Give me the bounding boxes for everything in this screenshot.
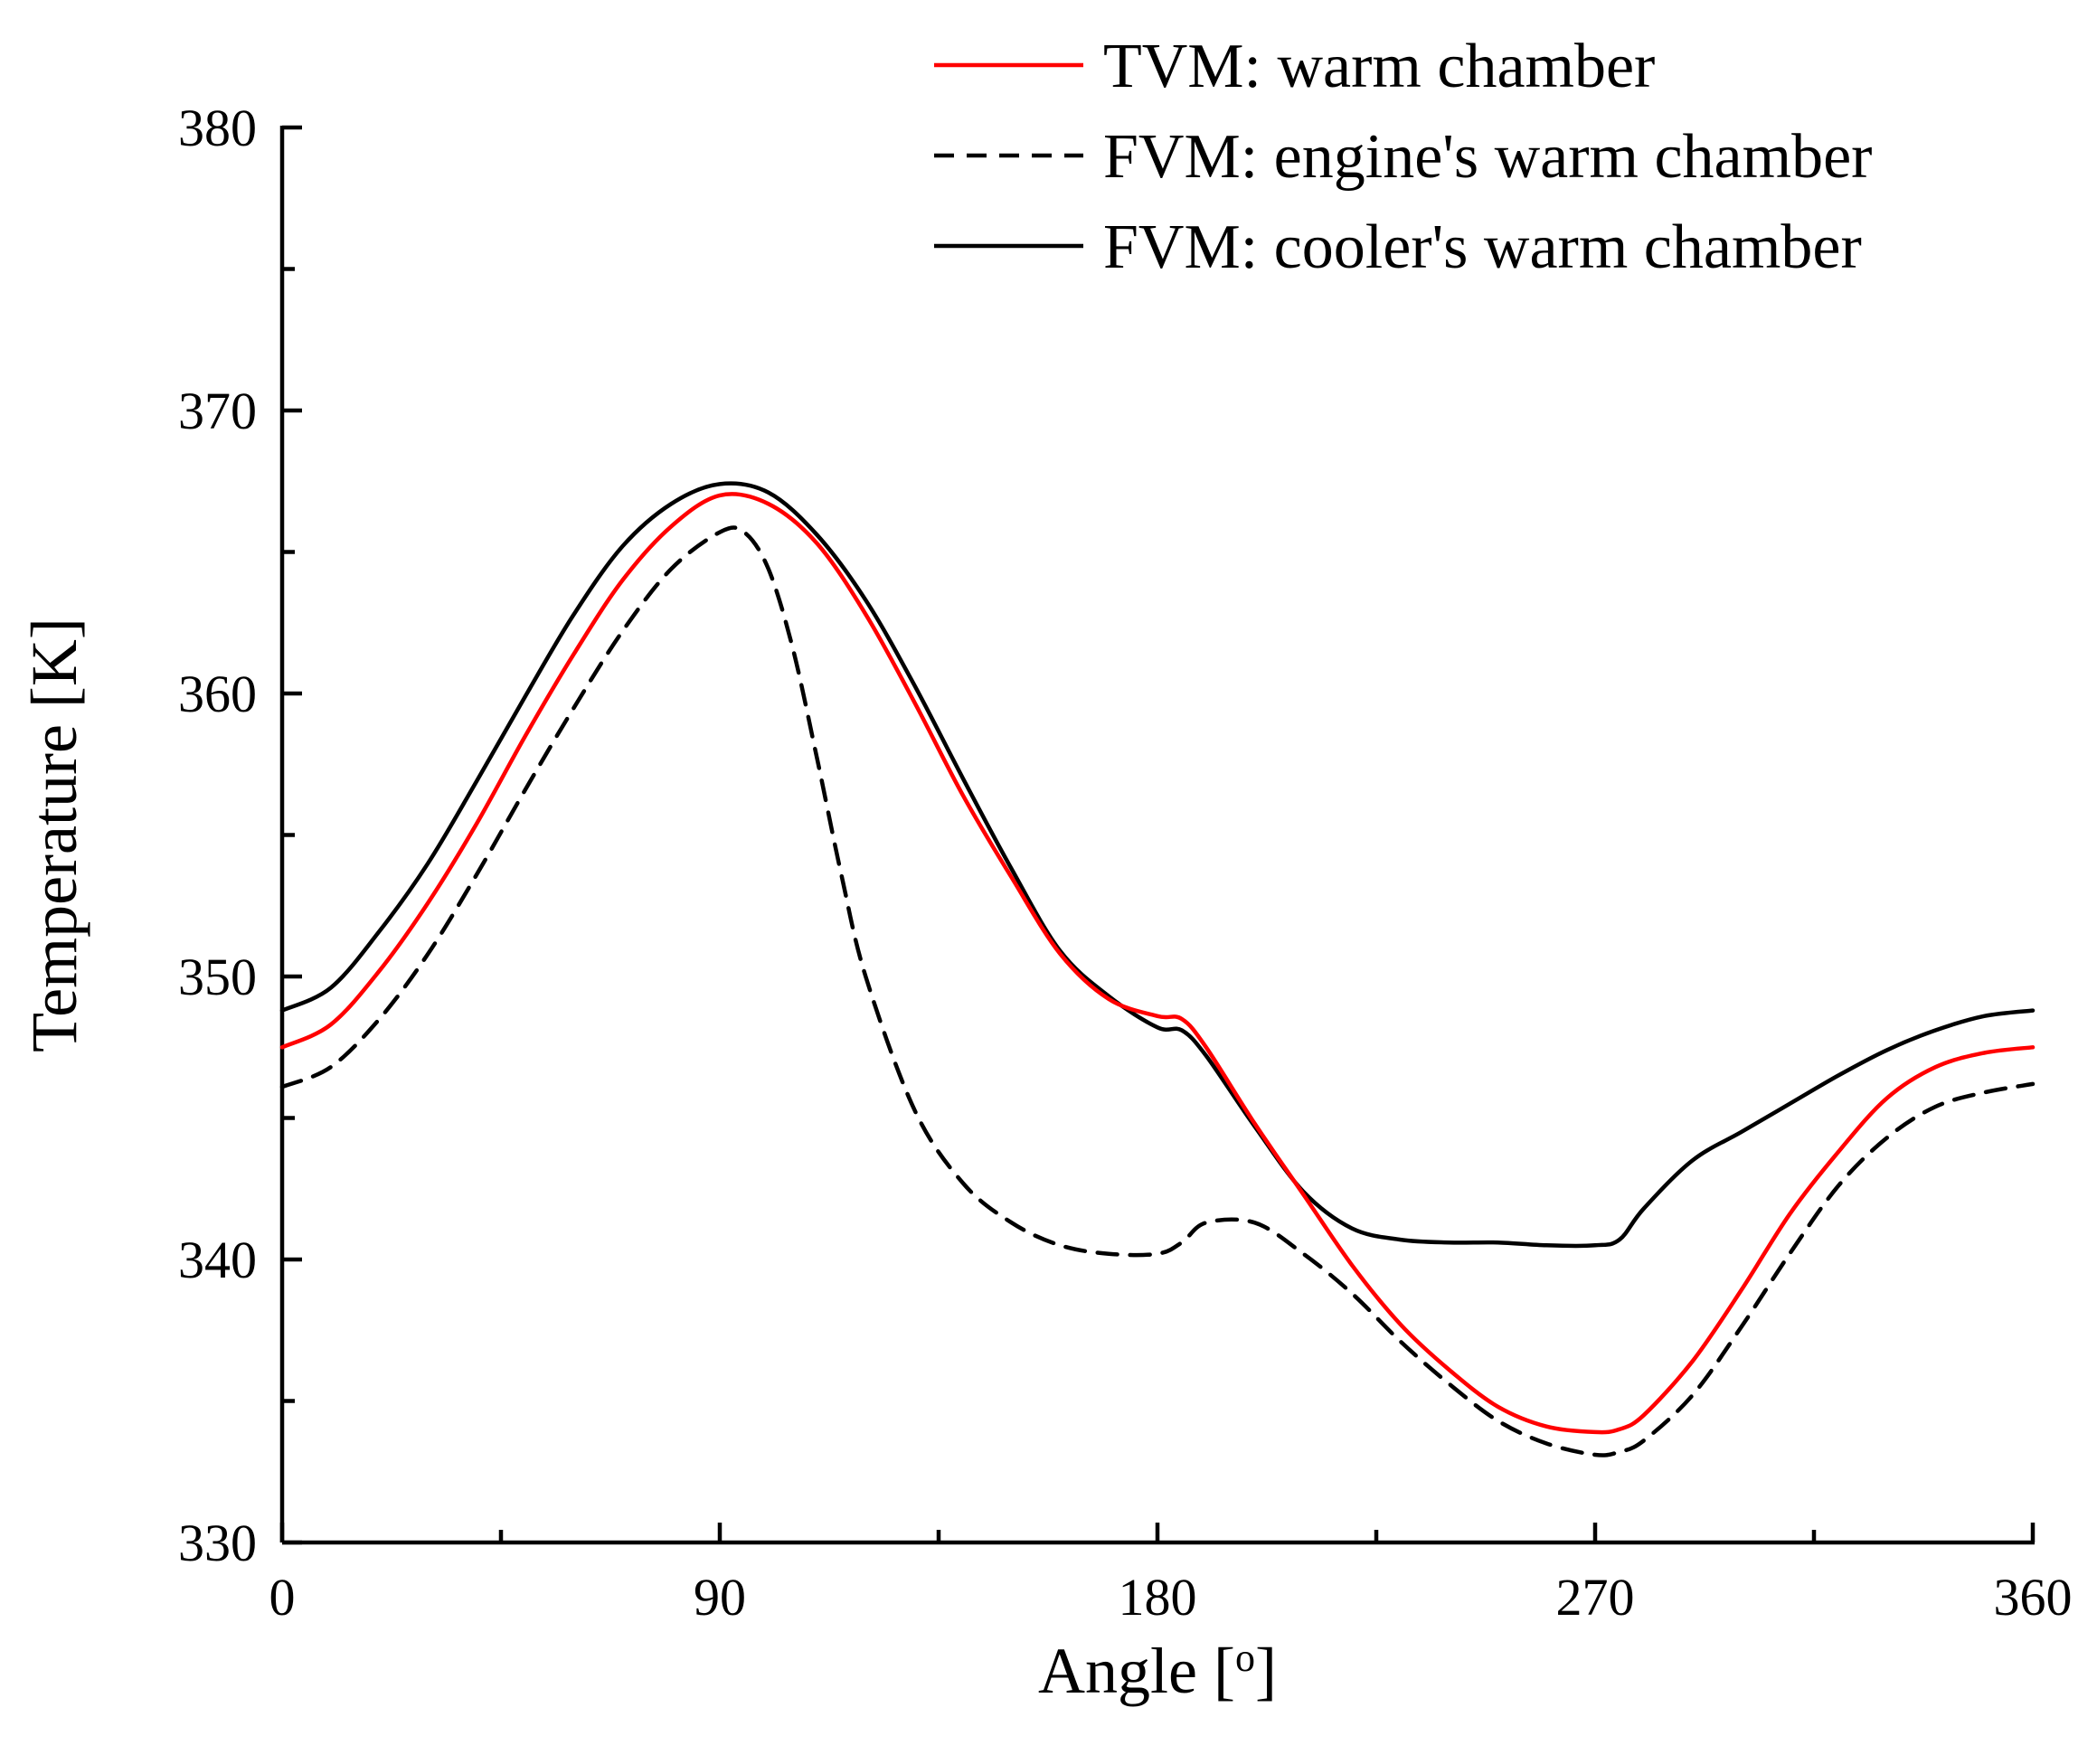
- x-tick-label: 180: [1119, 1568, 1197, 1627]
- x-tick-label: 360: [1994, 1568, 2073, 1627]
- legend: TVM: warm chamber FVM: engine's warm cham…: [934, 32, 1872, 282]
- y-tick-label: 350: [178, 948, 257, 1006]
- x-tick-label: 90: [694, 1568, 746, 1627]
- series-line-2: [279, 481, 2036, 1249]
- legend-label-1: FVM: engine's warm chamber: [1103, 122, 1872, 192]
- ticks: [279, 125, 2036, 1545]
- legend-label-2: FVM: cooler's warm chamber: [1103, 212, 1862, 282]
- x-tick-label: 270: [1556, 1568, 1635, 1627]
- x-axis-title-end: ]: [1255, 1635, 1277, 1707]
- y-axis-title: Temperature [K]: [18, 618, 90, 1052]
- x-axis-title: Angle [o]: [1038, 1635, 1277, 1707]
- x-axis-title-main: Angle [: [1038, 1635, 1235, 1707]
- series-line-0: [279, 492, 2036, 1435]
- y-tick-label: 380: [178, 99, 257, 157]
- series-line-1: [279, 525, 2036, 1457]
- tick-labels: 330 340 350 360 370 380 0 90 180 270 360: [178, 99, 2073, 1627]
- x-tick-label: 0: [269, 1568, 296, 1627]
- series-group: [279, 481, 2036, 1457]
- y-tick-label: 330: [178, 1514, 257, 1572]
- y-tick-label: 360: [178, 665, 257, 723]
- y-tick-label: 370: [178, 382, 257, 440]
- axes: [279, 126, 2035, 1545]
- x-axis-title-superscript: o: [1235, 1636, 1255, 1680]
- y-tick-label: 340: [178, 1231, 257, 1289]
- legend-label-0: TVM: warm chamber: [1103, 32, 1655, 101]
